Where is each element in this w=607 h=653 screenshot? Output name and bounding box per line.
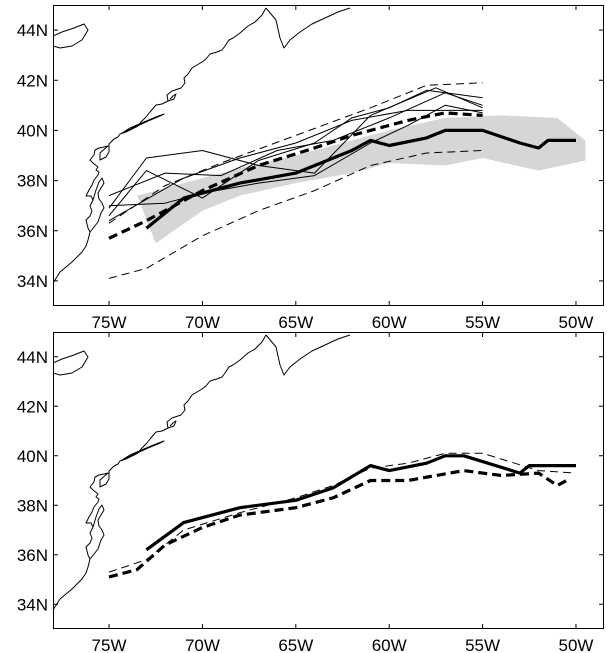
path-spread-band	[137, 115, 586, 244]
y-tick-label: 38N	[17, 496, 48, 515]
mean-path-dashed	[108, 111, 483, 240]
top-y-axis: 44N 42N 40N 38N 36N 34N	[17, 21, 604, 291]
path-spread-band-area	[137, 115, 586, 244]
y-tick-label: 42N	[17, 71, 48, 90]
y-tick-label: 36N	[17, 546, 48, 565]
x-tick-label: 70W	[185, 636, 220, 653]
bottom-x-axis: 75W 70W 65W 60W 55W 50W	[92, 332, 593, 653]
y-tick-label: 42N	[17, 397, 48, 416]
individual-path-3	[108, 92, 483, 197]
y-tick-label: 36N	[17, 222, 48, 241]
coastline	[53, 7, 351, 284]
y-tick-label: 44N	[17, 21, 48, 40]
x-tick-label: 60W	[372, 636, 407, 653]
mean-path-solid	[145, 454, 576, 552]
x-tick-label: 65W	[278, 636, 313, 653]
reference-path-thin-dashed	[108, 452, 577, 573]
y-tick-label: 34N	[17, 595, 48, 614]
newfoundland-edge	[53, 350, 89, 376]
y-tick-label: 44N	[17, 348, 48, 367]
top-x-axis: 75W 70W 65W 60W 55W 50W	[92, 5, 593, 332]
chesapeake-bay	[89, 504, 105, 560]
newfoundland-edge	[53, 23, 89, 49]
long-island	[121, 440, 165, 461]
mean-path-dashed	[108, 469, 568, 579]
bottom-map-panel: 75W 70W 65W 60W 55W 50W 44N 42N 40N 38N 36N 34N	[17, 332, 604, 653]
y-tick-label: 38N	[17, 172, 48, 191]
x-tick-label: 75W	[92, 313, 127, 332]
x-tick-label: 75W	[92, 636, 127, 653]
mean-path-solid	[145, 128, 576, 230]
individual-path-1	[108, 89, 483, 217]
y-tick-label: 40N	[17, 121, 48, 140]
x-tick-label: 55W	[465, 636, 500, 653]
path-lines	[108, 452, 577, 579]
top-map-frame	[53, 5, 604, 306]
us-east-coast	[53, 7, 267, 284]
individual-path-4	[108, 109, 483, 222]
individual-path-2	[108, 87, 483, 209]
x-tick-label: 65W	[278, 313, 313, 332]
top-map-panel: 75W 70W 65W 60W 55W 50W 44N 42N 40N 38N 36N 34N	[17, 5, 604, 332]
long-island	[121, 113, 165, 134]
y-tick-label: 34N	[17, 272, 48, 291]
x-tick-label: 50W	[558, 313, 593, 332]
y-tick-label: 40N	[17, 447, 48, 466]
x-tick-label: 55W	[465, 313, 500, 332]
chesapeake-bay	[89, 177, 105, 233]
us-east-coast	[53, 334, 267, 611]
nova-scotia	[265, 334, 351, 376]
individual-path-5	[108, 104, 483, 207]
coastline	[53, 334, 351, 611]
path-lines	[108, 82, 576, 279]
envelope-upper	[108, 82, 483, 224]
bottom-y-axis: 44N 42N 40N 38N 36N 34N	[17, 348, 604, 614]
x-tick-label: 70W	[185, 313, 220, 332]
x-tick-label: 60W	[372, 313, 407, 332]
nova-scotia	[265, 7, 351, 49]
bottom-map-frame	[53, 332, 604, 629]
cape-cod	[167, 420, 177, 429]
cape-cod	[167, 93, 177, 102]
x-tick-label: 50W	[558, 636, 593, 653]
